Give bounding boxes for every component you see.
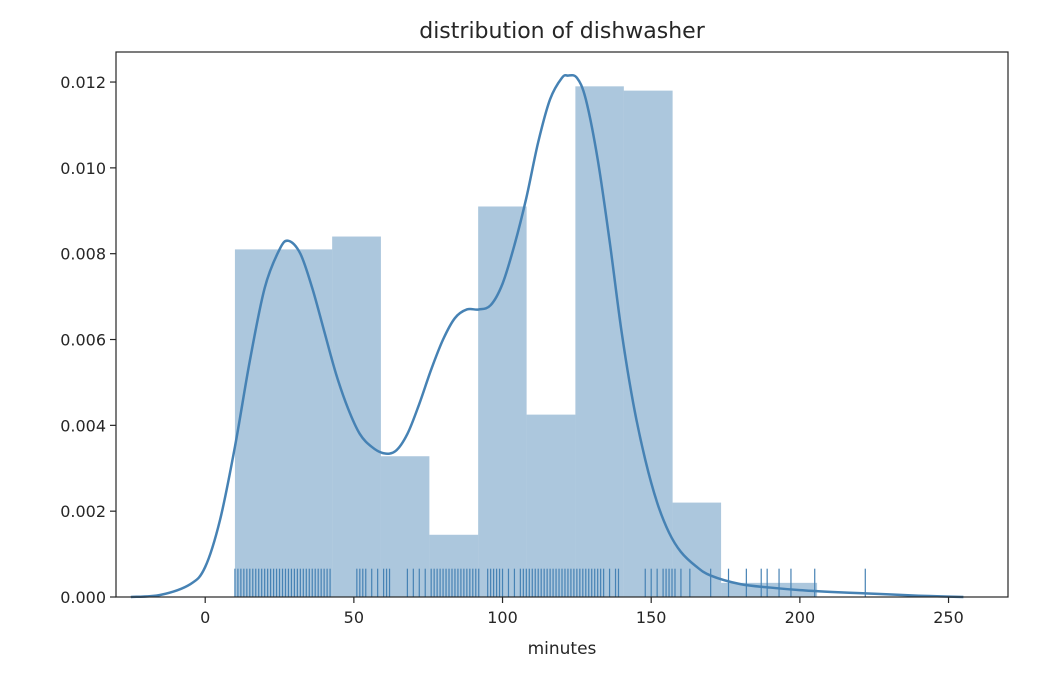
x-tick-label: 150	[636, 608, 667, 627]
x-axis-label: minutes	[528, 639, 597, 659]
x-tick-label: 200	[785, 608, 816, 627]
y-tick-label: 0.008	[60, 245, 106, 264]
y-tick-label: 0.004	[60, 416, 106, 435]
x-axis-ticks: 0 50 100 150 200 250	[200, 597, 964, 627]
hist-bar	[234, 249, 333, 597]
hist-bar	[623, 90, 673, 598]
hist-bar	[332, 236, 381, 597]
x-tick-label: 100	[487, 608, 518, 627]
y-tick-label: 0.002	[60, 502, 106, 521]
hist-bar	[721, 582, 818, 597]
y-axis-ticks: 0.000 0.002 0.004 0.006 0.008 0.010 0.012	[60, 73, 116, 607]
y-tick-label: 0.000	[60, 588, 106, 607]
x-tick-label: 0	[200, 608, 210, 627]
x-tick-label: 250	[933, 608, 964, 627]
x-tick-label: 50	[344, 608, 364, 627]
rug-ticks	[234, 568, 866, 597]
kde-curve	[130, 73, 964, 599]
hist-bar	[526, 414, 576, 597]
hist-bar	[575, 86, 624, 597]
y-tick-label: 0.012	[60, 73, 106, 92]
hist-bar	[380, 456, 430, 597]
hist-bar	[478, 206, 527, 598]
histogram-bars	[234, 86, 818, 598]
plot-frame	[115, 51, 1009, 598]
chart-title: distribution of dishwasher	[419, 19, 705, 44]
y-tick-label: 0.010	[60, 159, 106, 178]
y-tick-label: 0.006	[60, 331, 106, 350]
